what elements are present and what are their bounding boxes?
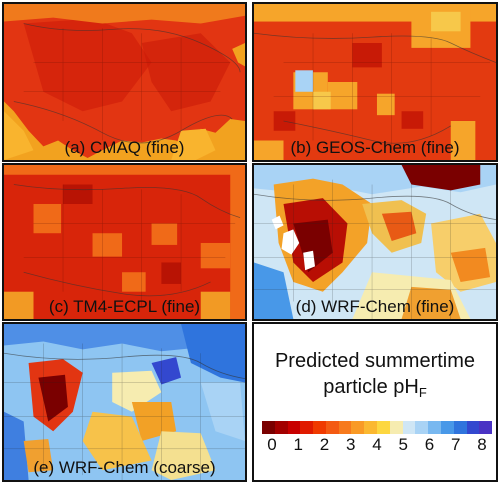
colorbar-tick-label: 5 <box>398 435 408 454</box>
panel-tm4ecpl-fine: (c) TM4-ECPL (fine) <box>2 163 247 321</box>
colorbar-tick-label: 7 <box>451 435 461 454</box>
colorbar-tick-label: 0 <box>267 435 277 454</box>
colorbar-swatch <box>466 421 480 434</box>
wrfchem-fine-map <box>254 165 496 319</box>
colorbar-swatch <box>338 421 352 434</box>
panel-label: (a) CMAQ (fine) <box>64 138 185 157</box>
panel-wrfchem-fine: (d) WRF-Chem (fine) <box>252 163 498 321</box>
panel-wrfchem-coarse: (e) WRF-Chem (coarse) <box>2 322 247 482</box>
panel-geoschem-fine: (b) GEOS-Chem (fine) <box>252 2 498 162</box>
legend-title-text: particle pH <box>323 376 419 398</box>
tm4ecpl-map <box>4 165 245 319</box>
colorbar-swatch <box>364 421 378 434</box>
colorbar <box>262 421 493 434</box>
colorbar-swatch <box>415 421 429 434</box>
colorbar-swatch <box>389 421 403 434</box>
colorbar-tick-label: 3 <box>346 435 356 454</box>
legend-title: Predicted summertime particle pHF <box>254 348 496 406</box>
legend-title-line2: particle pHF <box>254 374 496 406</box>
colorbar-swatch <box>300 421 314 434</box>
panel-label: (c) TM4-ECPL (fine) <box>48 297 201 316</box>
panel-cmaq-fine: (a) CMAQ (fine) <box>2 2 247 162</box>
colorbar-tick-label: 8 <box>477 435 487 454</box>
colorbar-swatch <box>377 421 390 434</box>
colorbar-swatch <box>351 421 365 434</box>
wrfchem-coarse-map <box>4 324 245 480</box>
geoschem-map <box>254 4 496 160</box>
panel-label: (e) WRF-Chem (coarse) <box>33 458 216 477</box>
colorbar-swatch <box>325 421 339 434</box>
colorbar-swatch <box>453 421 467 434</box>
colorbar-swatch <box>479 421 493 434</box>
colorbar-tick-label: 1 <box>293 435 303 454</box>
panel-label: (b) GEOS-Chem (fine) <box>290 138 460 157</box>
colorbar-swatch <box>440 421 454 434</box>
colorbar-swatch <box>262 421 275 434</box>
legend-title-subscript: F <box>418 385 427 400</box>
panel-label: (d) WRF-Chem (fine) <box>295 297 455 316</box>
colorbar-tick-label: 2 <box>319 435 330 454</box>
colorbar-tick-label: 6 <box>424 435 435 454</box>
cmaq-map <box>4 4 245 160</box>
colorbar-swatch <box>274 421 288 434</box>
colorbar-swatch <box>402 421 416 434</box>
colorbar-swatch <box>287 421 301 434</box>
colorbar-tick-label: 4 <box>372 435 382 454</box>
colorbar-swatch <box>313 421 326 434</box>
colorbar-swatch <box>428 421 441 434</box>
legend-title-line1: Predicted summertime <box>274 350 476 372</box>
